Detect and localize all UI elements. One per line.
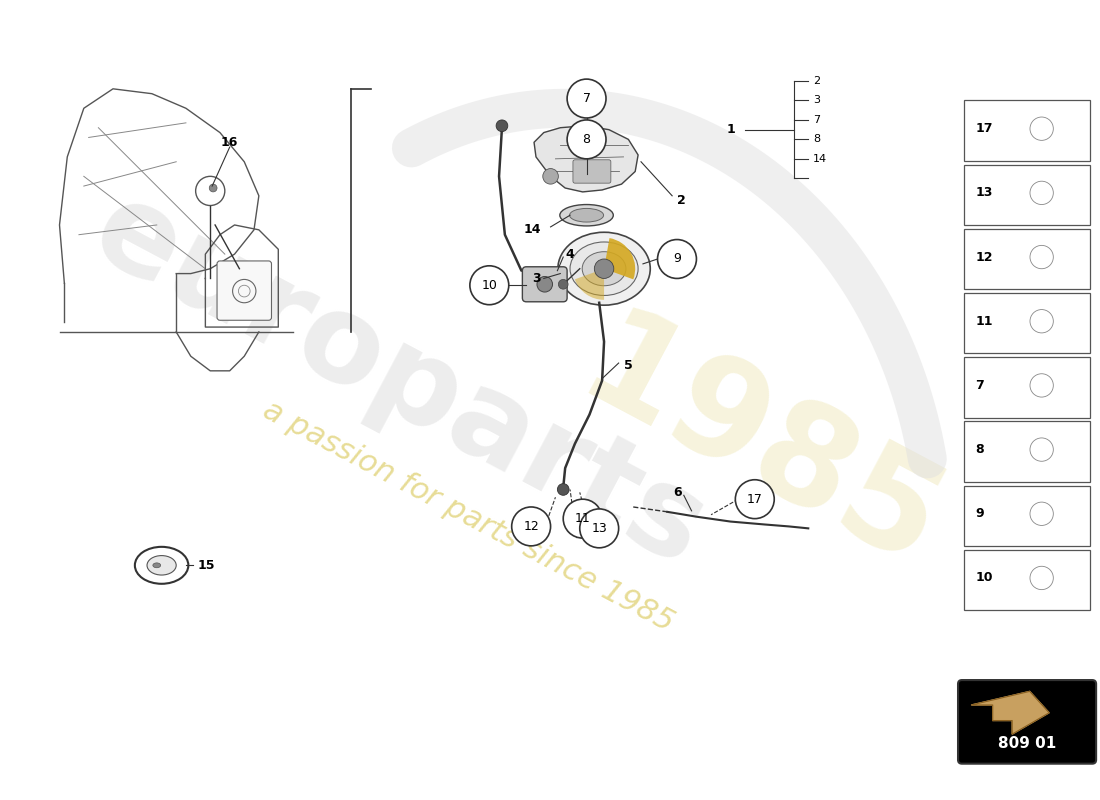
Circle shape xyxy=(580,509,618,548)
Text: 8: 8 xyxy=(583,133,591,146)
Polygon shape xyxy=(971,691,1049,734)
Text: 7: 7 xyxy=(976,379,984,392)
Ellipse shape xyxy=(558,232,650,305)
Ellipse shape xyxy=(153,563,161,568)
Text: 7: 7 xyxy=(813,115,821,125)
FancyBboxPatch shape xyxy=(964,422,1090,482)
Circle shape xyxy=(559,279,568,289)
Circle shape xyxy=(568,120,606,159)
FancyBboxPatch shape xyxy=(964,229,1090,289)
Wedge shape xyxy=(575,269,604,300)
Polygon shape xyxy=(534,126,638,192)
Text: 7: 7 xyxy=(583,92,591,105)
FancyBboxPatch shape xyxy=(964,293,1090,354)
FancyBboxPatch shape xyxy=(964,358,1090,418)
FancyBboxPatch shape xyxy=(522,266,568,302)
Text: a passion for parts since 1985: a passion for parts since 1985 xyxy=(257,396,679,638)
Text: 13: 13 xyxy=(976,186,993,199)
Text: 3: 3 xyxy=(532,272,541,285)
Ellipse shape xyxy=(570,209,604,222)
Circle shape xyxy=(658,239,696,278)
Circle shape xyxy=(209,184,217,192)
Circle shape xyxy=(594,259,614,278)
Wedge shape xyxy=(604,238,635,279)
Circle shape xyxy=(470,266,509,305)
Circle shape xyxy=(496,120,508,132)
Ellipse shape xyxy=(582,252,626,286)
Text: 14: 14 xyxy=(524,223,541,236)
Circle shape xyxy=(558,484,569,495)
Circle shape xyxy=(735,480,774,518)
Text: 809 01: 809 01 xyxy=(998,736,1056,750)
Text: 17: 17 xyxy=(976,122,993,135)
Ellipse shape xyxy=(135,547,188,584)
Text: 10: 10 xyxy=(976,571,993,585)
Text: 5: 5 xyxy=(624,359,632,373)
Text: 1: 1 xyxy=(727,123,735,136)
Text: 10: 10 xyxy=(482,278,497,292)
Text: 14: 14 xyxy=(813,154,827,164)
FancyBboxPatch shape xyxy=(964,165,1090,225)
Text: 9: 9 xyxy=(976,507,984,520)
Text: 2: 2 xyxy=(676,194,685,207)
Circle shape xyxy=(537,277,552,292)
Text: 12: 12 xyxy=(976,250,993,263)
Text: 11: 11 xyxy=(976,314,993,328)
FancyBboxPatch shape xyxy=(217,261,272,320)
Text: 12: 12 xyxy=(524,520,539,533)
FancyBboxPatch shape xyxy=(964,101,1090,161)
Text: 8: 8 xyxy=(976,443,984,456)
FancyBboxPatch shape xyxy=(964,486,1090,546)
FancyBboxPatch shape xyxy=(958,680,1096,764)
Text: 3: 3 xyxy=(813,95,821,106)
Ellipse shape xyxy=(147,555,176,575)
Text: 13: 13 xyxy=(592,522,607,535)
Text: 17: 17 xyxy=(747,493,762,506)
Text: 8: 8 xyxy=(813,134,821,144)
Circle shape xyxy=(568,79,606,118)
Text: 4: 4 xyxy=(565,248,574,261)
Text: europarts: europarts xyxy=(74,170,726,590)
Ellipse shape xyxy=(560,205,614,226)
Circle shape xyxy=(563,499,602,538)
Text: 16: 16 xyxy=(221,136,239,149)
FancyBboxPatch shape xyxy=(964,550,1090,610)
Text: 1985: 1985 xyxy=(558,298,961,599)
Circle shape xyxy=(542,169,559,184)
Text: 6: 6 xyxy=(673,486,682,499)
FancyBboxPatch shape xyxy=(573,160,610,183)
Ellipse shape xyxy=(570,242,638,295)
Circle shape xyxy=(512,507,551,546)
Text: 11: 11 xyxy=(575,512,591,525)
Text: 15: 15 xyxy=(198,559,216,572)
Text: 9: 9 xyxy=(673,253,681,266)
Text: 2: 2 xyxy=(813,76,821,86)
